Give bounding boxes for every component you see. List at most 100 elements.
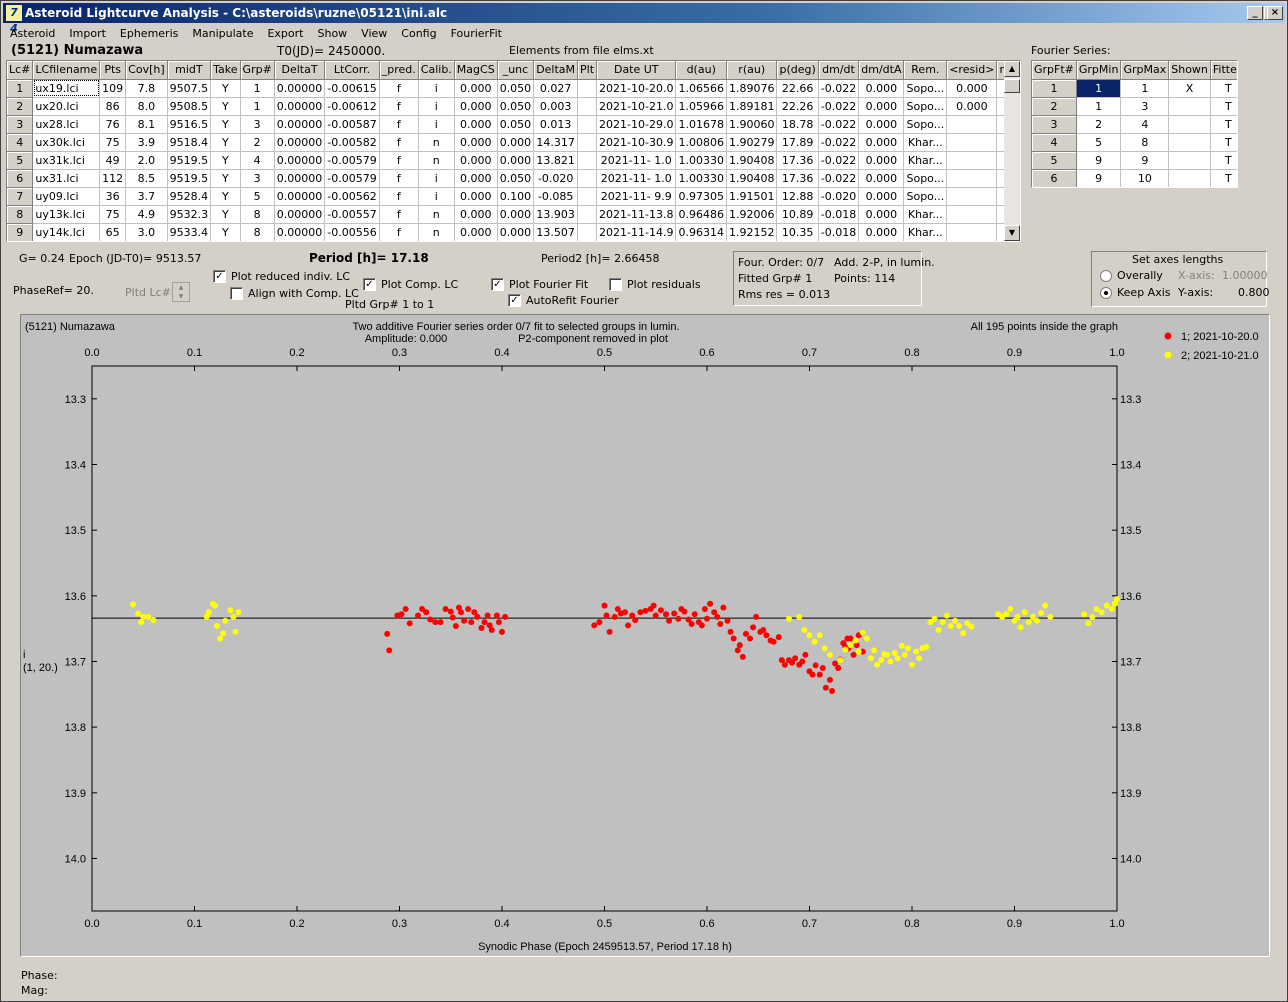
table-cell[interactable]: 0.000	[454, 223, 498, 241]
table-cell[interactable]: 0.97305	[675, 187, 727, 206]
column-header[interactable]: p(deg)	[776, 61, 819, 80]
table-cell[interactable]: 2021-11- 9.9	[596, 187, 677, 206]
table-cell[interactable]: f	[379, 205, 419, 224]
table-cell[interactable]: 2021-10-20.0	[596, 79, 677, 98]
table-cell[interactable]: 0.013	[533, 115, 579, 134]
table-cell[interactable]	[577, 169, 598, 188]
table-cell[interactable]: Y	[210, 133, 241, 152]
plot-comp-checkbox[interactable]: ✓ Plot Comp. LC	[363, 278, 458, 291]
table-cell[interactable]: 13.903	[533, 205, 579, 224]
table-cell[interactable]: 9533.4	[167, 223, 212, 241]
table-cell[interactable]: 9508.5	[167, 97, 212, 116]
table-cell[interactable]: i	[418, 115, 455, 134]
table-cell[interactable]: -0.022	[818, 151, 860, 170]
table-cell[interactable]: 3.9	[125, 133, 168, 152]
table-cell[interactable]: 1	[7, 79, 34, 98]
column-header[interactable]: Rem.	[903, 61, 948, 80]
table-cell[interactable]: 1.00330	[675, 151, 727, 170]
table-cell[interactable]: i	[418, 79, 455, 98]
table-cell[interactable]: 0.00000	[274, 97, 326, 116]
menu-item-export[interactable]: Export	[267, 27, 304, 40]
table-cell[interactable]: 2021-11-13.8	[596, 205, 677, 224]
table-cell[interactable]: 4	[240, 151, 275, 170]
table-cell[interactable]: 1	[1076, 79, 1122, 98]
menu-item-import[interactable]: Import	[69, 27, 106, 40]
table-cell[interactable]: f	[379, 151, 419, 170]
table-cell[interactable]: 5	[7, 151, 34, 170]
table-cell[interactable]: 8.5	[125, 169, 168, 188]
table-cell[interactable]: T	[1210, 133, 1237, 152]
table-cell[interactable]	[577, 151, 598, 170]
table-cell[interactable]: 9	[1076, 169, 1122, 187]
table-cell[interactable]: -0.022	[818, 97, 860, 116]
table-cell[interactable]: 6	[7, 169, 34, 188]
table-cell[interactable]: 9	[7, 223, 34, 241]
table-cell[interactable]	[946, 115, 998, 134]
table-cell[interactable]: 8.1	[125, 115, 168, 134]
table-cell[interactable]: 2.0	[125, 151, 168, 170]
table-cell[interactable]: 0.00000	[274, 169, 326, 188]
menu-item-asteroid[interactable]: Asteroid	[10, 27, 56, 40]
keep-axis-radio[interactable]: Keep Axis	[1100, 286, 1171, 299]
column-header[interactable]: <resid>	[946, 61, 998, 80]
table-cell[interactable]: 0.027	[533, 79, 579, 98]
table-cell[interactable]: 4.9	[125, 205, 168, 224]
table-cell[interactable]: uy09.lci	[32, 187, 101, 206]
table-cell[interactable]: 0.000	[946, 97, 998, 116]
table-cell[interactable]: 8.0	[125, 97, 168, 116]
table-cell[interactable]	[946, 187, 998, 206]
table-cell[interactable]: 9	[1120, 151, 1170, 170]
table-cell[interactable]: 75	[99, 133, 127, 152]
table-cell[interactable]: 1.90060	[726, 115, 778, 134]
table-cell[interactable]: 7.8	[125, 79, 168, 98]
table-cell[interactable]: T	[1210, 169, 1237, 187]
table-cell[interactable]: 17.89	[776, 133, 819, 152]
column-header[interactable]: Lc#	[7, 61, 34, 80]
table-row[interactable]: 5 ux31k.lci 49 2.0 9519.5 Y 4 0.00000 -0.00579 f n…	[7, 151, 1020, 170]
table-cell[interactable]: 12.88	[776, 187, 819, 206]
column-header[interactable]: MagCS	[454, 61, 498, 80]
table-cell[interactable]: 0.000	[454, 97, 498, 116]
table-cell[interactable]	[577, 115, 598, 134]
column-header[interactable]: midT	[167, 61, 212, 80]
menu-item-manipulate[interactable]: Manipulate	[192, 27, 254, 40]
table-cell[interactable]: -0.022	[818, 79, 860, 98]
column-header[interactable]: LtCorr.	[324, 61, 380, 80]
table-row[interactable]: 9 uy14k.lci 65 3.0 9533.4 Y 8 0.00000 -0.00556 f n…	[7, 223, 1020, 241]
table-cell[interactable]: 9	[1076, 151, 1122, 170]
table-cell[interactable]: f	[379, 187, 419, 206]
table-cell[interactable]: Khar...	[903, 151, 948, 170]
table-cell[interactable]: 0.00000	[274, 187, 326, 206]
table-cell[interactable]: X	[1168, 79, 1211, 98]
table-cell[interactable]: Y	[210, 151, 241, 170]
column-header[interactable]: Cov[h]	[125, 61, 168, 80]
table-cell[interactable]: 65	[99, 223, 127, 241]
table-row[interactable]: 6 ux31.lci 112 8.5 9519.5 Y 3 0.00000 -0.00579 f i…	[7, 169, 1020, 188]
table-cell[interactable]	[1168, 133, 1211, 152]
table-cell[interactable]: f	[379, 97, 419, 116]
table-cell[interactable]: 0.000	[454, 133, 498, 152]
table-cell[interactable]	[946, 133, 998, 152]
overally-radio[interactable]: Overally	[1100, 269, 1163, 282]
table-scrollbar[interactable]: ▲ ▼	[1004, 61, 1020, 241]
table-cell[interactable]: 1	[240, 97, 275, 116]
align-comp-checkbox[interactable]: Align with Comp. LC	[230, 287, 359, 300]
table-cell[interactable]: 76	[99, 115, 127, 134]
table-cell[interactable]: -0.00587	[324, 115, 380, 134]
table-cell[interactable]: 17.36	[776, 151, 819, 170]
pltd-lc-spinner[interactable]: ▲ ▼	[172, 282, 190, 302]
table-cell[interactable]: 5	[1032, 151, 1077, 170]
column-header[interactable]: r(au)	[726, 61, 778, 80]
table-row[interactable]: 4 ux30k.lci 75 3.9 9518.4 Y 2 0.00000 -0.00582 f n…	[7, 133, 1020, 152]
table-cell[interactable]	[1168, 115, 1211, 134]
table-cell[interactable]: n	[418, 205, 455, 224]
column-header[interactable]: dm/dtA	[858, 61, 905, 80]
table-cell[interactable]: Y	[210, 223, 241, 241]
table-cell[interactable]: f	[379, 223, 419, 241]
table-cell[interactable]: Khar...	[903, 133, 948, 152]
table-cell[interactable]: 22.66	[776, 79, 819, 98]
scroll-up-icon[interactable]: ▲	[1004, 61, 1020, 77]
table-cell[interactable]: Khar...	[903, 205, 948, 224]
table-cell[interactable]: Y	[210, 79, 241, 98]
